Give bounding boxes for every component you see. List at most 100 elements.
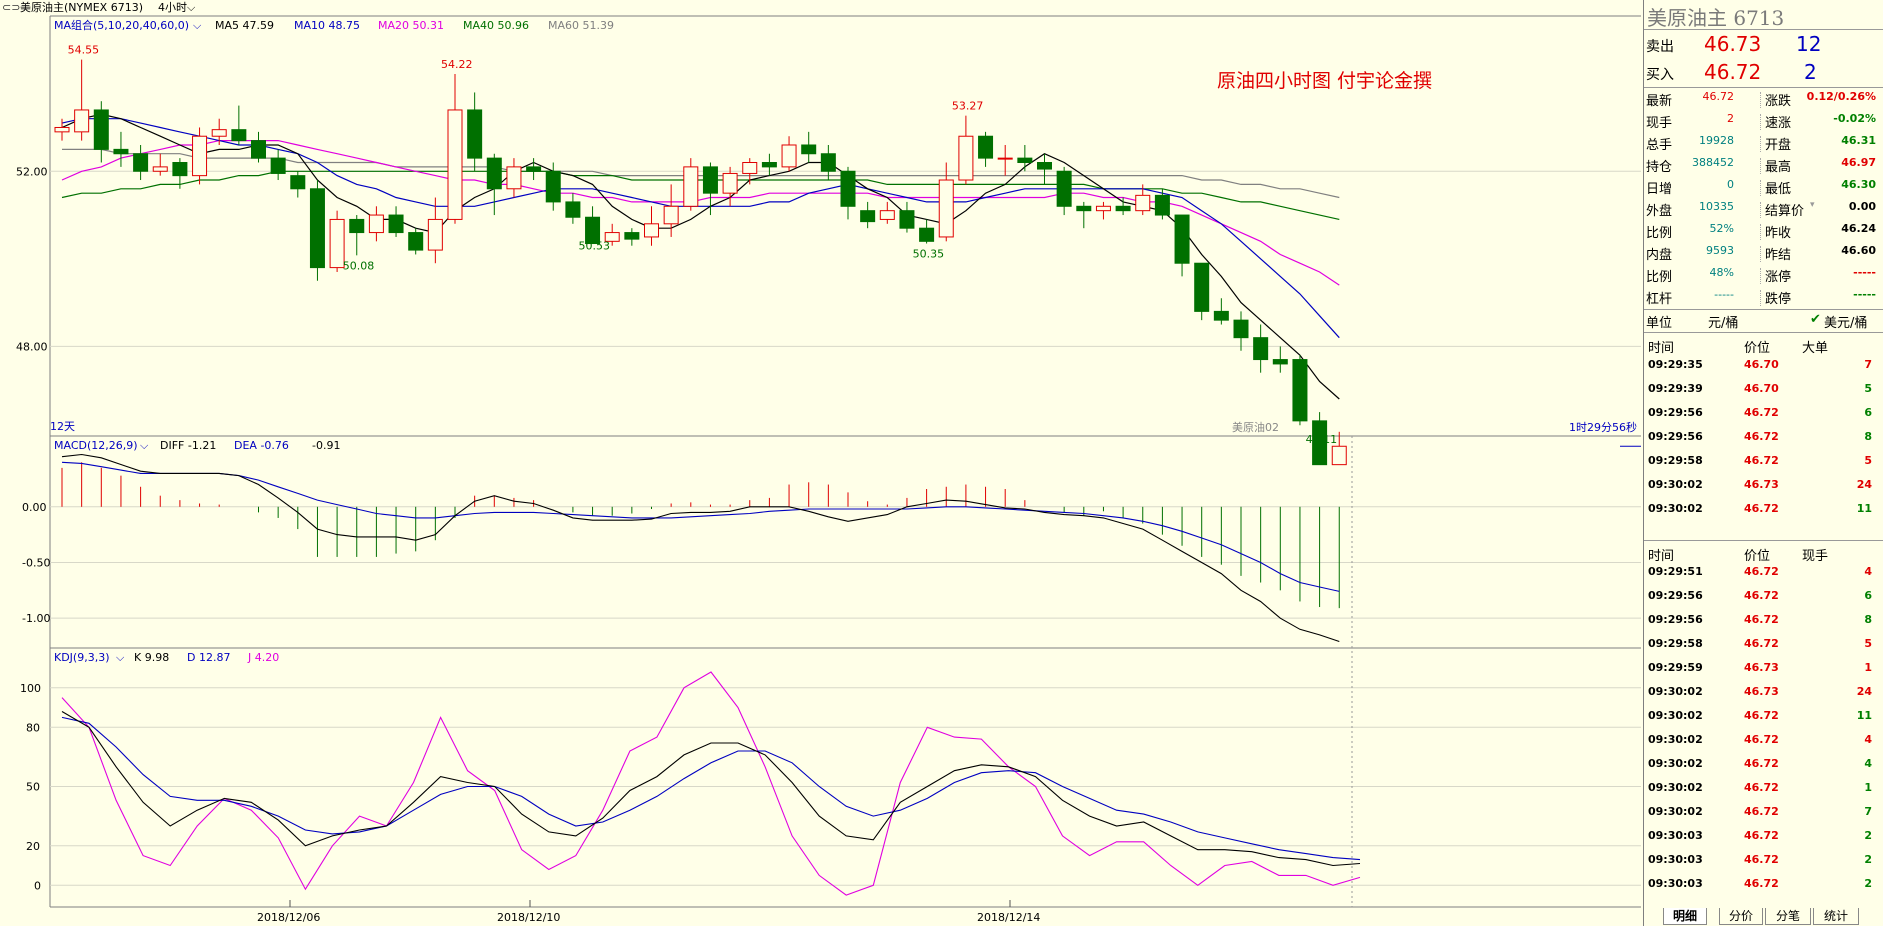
candle	[309, 180, 325, 281]
macd-histogram	[61, 462, 1340, 609]
trade-row[interactable]: 09:30:03 46.72 2	[1644, 877, 1883, 895]
unit-value[interactable]: 元/桶	[1708, 316, 1739, 331]
trade-price: 46.72	[1744, 709, 1779, 722]
trade-price: 46.70	[1744, 382, 1779, 395]
trade-row[interactable]: 09:30:02 46.72 7	[1644, 805, 1883, 823]
trade-volume: 11	[1856, 709, 1872, 722]
quote-value: -----	[1853, 266, 1876, 279]
quote-separator	[1760, 290, 1761, 306]
unit-alt-value[interactable]: 美元/桶	[1824, 316, 1868, 331]
candle	[427, 197, 443, 264]
buy-row[interactable]: 买入 46.72 2	[1644, 60, 1883, 86]
trade-row[interactable]: 09:29:58 46.72 5	[1644, 637, 1883, 655]
quote-title: 美原油主 6713	[1647, 6, 1785, 30]
candle-body	[329, 218, 345, 269]
macd-lines	[61, 453, 1340, 643]
trade-time: 09:29:59	[1648, 661, 1703, 674]
trade-row[interactable]: 09:30:02 46.72 11	[1644, 709, 1883, 727]
trade-volume: 8	[1864, 430, 1872, 443]
candle-body	[997, 157, 1013, 160]
extreme-price-label: 46.11	[1306, 433, 1338, 446]
buy-price: 46.72	[1704, 60, 1762, 84]
buy-volume: 2	[1804, 60, 1817, 84]
kdj-header[interactable]: KDJ(9,3,3)	[54, 651, 110, 664]
trade-row[interactable]: 09:30:02 46.72 1	[1644, 781, 1883, 799]
caret-down-icon[interactable]: ▾	[1810, 200, 1815, 210]
candle-body	[742, 162, 758, 174]
ma-combo-chevron-icon[interactable]: ⌵	[193, 19, 202, 32]
column-header: 现手	[1802, 549, 1829, 564]
ma-combo-label[interactable]: MA组合(5,10,20,40,60,0)	[54, 18, 189, 32]
symbol-title[interactable]: 美原油主(NYMEX 6713)	[20, 1, 143, 14]
trade-price: 46.70	[1744, 358, 1779, 371]
trade-price: 46.72	[1744, 781, 1779, 794]
quote-value: 0.00	[1848, 200, 1876, 213]
trade-row[interactable]: 09:29:39 46.70 5	[1644, 382, 1883, 400]
candle-body	[958, 135, 974, 181]
kdj-tick-label: 0	[34, 879, 41, 892]
quote-value: 52%	[1709, 222, 1734, 235]
trade-row[interactable]: 09:29:35 46.70 7	[1644, 358, 1883, 376]
trade-time: 09:29:35	[1648, 358, 1703, 371]
candle-body	[349, 218, 365, 234]
tab-1[interactable]: 分价	[1719, 908, 1763, 925]
trade-row[interactable]: 09:29:56 46.72 6	[1644, 589, 1883, 607]
candle	[447, 74, 463, 224]
trade-row[interactable]: 09:29:51 46.72 4	[1644, 565, 1883, 583]
trade-row[interactable]: 09:30:02 46.73 24	[1644, 685, 1883, 703]
kdj-chevron-icon[interactable]: ⌵	[116, 651, 125, 664]
trade-row[interactable]: 09:30:02 46.73 24	[1644, 478, 1883, 496]
chart-area[interactable]: 52.00 48.00 54.55 54.22 53.27 50.08 50.53 50.3…	[0, 0, 1642, 926]
trade-time: 09:30:02	[1648, 805, 1703, 818]
ma10-label: MA10 48.75	[294, 19, 360, 32]
quote-value: 46.30	[1841, 178, 1876, 191]
macd-value-label: -0.91	[312, 439, 340, 452]
quote-label: 杠杆	[1646, 292, 1673, 307]
candle	[1076, 201, 1092, 229]
trade-price: 46.72	[1744, 805, 1779, 818]
quote-value: -----	[1853, 288, 1876, 301]
candle-body	[781, 144, 797, 168]
candle	[192, 127, 208, 185]
candle	[585, 206, 601, 245]
trade-row[interactable]: 09:30:02 46.72 11	[1644, 502, 1883, 520]
trade-price: 46.72	[1744, 613, 1779, 626]
trade-time: 09:30:02	[1648, 502, 1703, 515]
trade-row[interactable]: 09:30:03 46.72 2	[1644, 853, 1883, 871]
tab-0[interactable]: 明细	[1663, 908, 1707, 925]
period-selector[interactable]: 4小时⌵	[158, 0, 195, 16]
quote-row: 总手 19928 开盘 46.31	[1644, 134, 1883, 154]
trade-row[interactable]: 09:30:02 46.72 4	[1644, 757, 1883, 775]
quote-row: 日增 0 最低 46.30	[1644, 178, 1883, 198]
trade-row[interactable]: 09:30:02 46.72 4	[1644, 733, 1883, 751]
x-axis: 2018/12/06 2018/12/10 2018/12/14	[257, 436, 1353, 924]
candle	[604, 223, 620, 246]
quote-label: 总手	[1646, 138, 1673, 153]
sell-row[interactable]: 卖出 46.73 12	[1644, 32, 1883, 58]
trade-row[interactable]: 09:29:59 46.73 1	[1644, 661, 1883, 679]
trade-row[interactable]: 09:29:56 46.72 8	[1644, 430, 1883, 448]
candle-body	[152, 166, 168, 172]
trade-volume: 24	[1856, 685, 1872, 698]
trade-row[interactable]: 09:29:58 46.72 5	[1644, 454, 1883, 472]
quote-value: 388452	[1692, 156, 1734, 169]
candle	[978, 131, 994, 167]
macd-header[interactable]: MACD(12,26,9)	[54, 439, 138, 452]
quote-value: 46.72	[1702, 90, 1735, 103]
candle-body	[1056, 170, 1072, 207]
trade-row[interactable]: 09:29:56 46.72 8	[1644, 613, 1883, 631]
quote-value: 46.97	[1841, 156, 1876, 169]
candle	[1272, 346, 1288, 373]
macd-chevron-icon[interactable]: ⌵	[140, 439, 149, 452]
trade-row[interactable]: 09:29:56 46.72 6	[1644, 406, 1883, 424]
candle	[526, 158, 542, 181]
candle-body	[702, 166, 718, 194]
tab-2[interactable]: 分笔	[1765, 908, 1811, 925]
candle	[860, 201, 876, 229]
quote-label: 比例	[1646, 270, 1673, 285]
candle-body	[526, 166, 542, 172]
quote-separator	[1760, 224, 1761, 240]
trade-price: 46.72	[1744, 877, 1779, 890]
trade-row[interactable]: 09:30:03 46.72 2	[1644, 829, 1883, 847]
tab-3[interactable]: 统计	[1813, 908, 1859, 925]
